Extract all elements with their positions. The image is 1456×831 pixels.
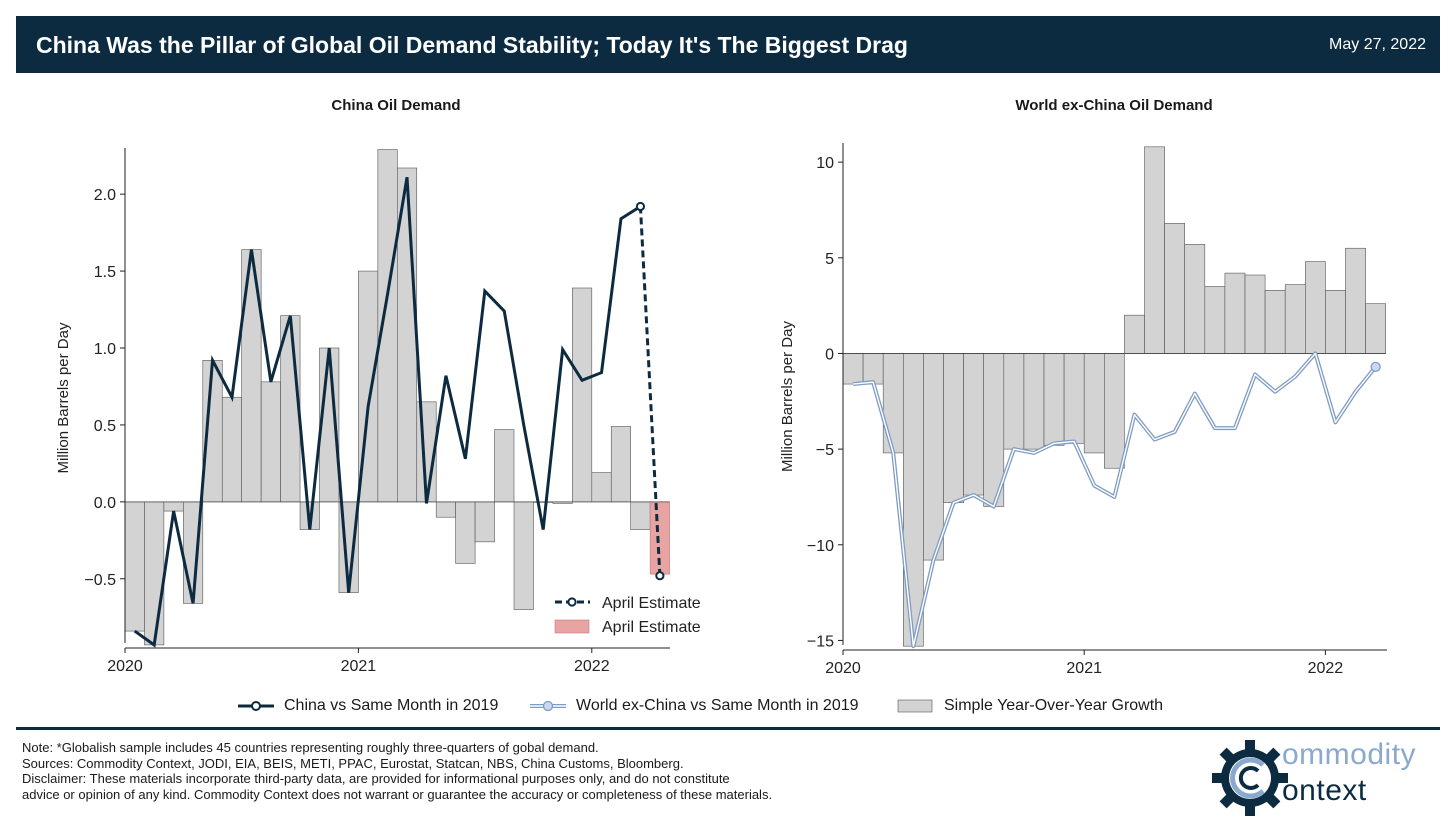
- world-chart: −15 −10 −5 0 5 10 2020 2021 2022 Million Barrels …: [779, 143, 1387, 677]
- yoy-bar: [842, 353, 864, 385]
- y-tick-label: 0: [825, 346, 834, 363]
- y-tick-label: −5: [816, 442, 834, 459]
- yoy-bar: [1365, 303, 1386, 354]
- bottom-legend: China vs Same Month in 2019 World ex-Chi…: [0, 693, 1456, 719]
- yoy-bar: [630, 501, 651, 530]
- yoy-bar: [1204, 286, 1226, 354]
- yoy-bar: [862, 353, 884, 385]
- x-tick-label: 2021: [1066, 660, 1102, 677]
- yoy-bar: [1023, 353, 1045, 450]
- footer-divider: [16, 727, 1440, 730]
- line-marker: [1370, 361, 1381, 372]
- line-marker: [635, 201, 646, 212]
- disclaimer-line-2: advice or opinion of any kind. Commodity…: [22, 786, 773, 802]
- note-line: Note: *Globalish sample includes 45 coun…: [22, 740, 599, 755]
- china-line-legend-icon: [238, 701, 274, 711]
- yoy-bar: [260, 381, 281, 503]
- yoy-bar: [455, 501, 476, 564]
- yoy-bar: [1264, 290, 1286, 354]
- legend-item-bars: Simple Year-Over-Year Growth: [896, 693, 1163, 719]
- yoy-bar: [1164, 223, 1185, 354]
- china-chart: −0.5 0.0 0.5 1.0 1.5 2.0 2020 2021 2022 Million B…: [55, 148, 701, 675]
- y-tick-label: 0.0: [94, 495, 116, 512]
- x-tick-label: 2022: [1308, 660, 1344, 677]
- yoy-bar: [1244, 274, 1266, 354]
- yoy-bar: [144, 501, 165, 646]
- yoy-bar: [1325, 290, 1346, 354]
- page-title: China Was the Pillar of Global Oil Deman…: [36, 32, 908, 58]
- china-chart-title: China Oil Demand: [331, 97, 461, 114]
- legend-label-bars: Simple Year-Over-Year Growth: [944, 697, 1164, 714]
- yoy-bar: [435, 501, 456, 518]
- inset-legend-bar-icon: [554, 619, 590, 634]
- yoy-bar: [963, 353, 984, 496]
- x-tick-label: 2020: [825, 660, 861, 677]
- legend-item-china: China vs Same Month in 2019: [236, 693, 498, 719]
- logo-text-top: ommodity: [1282, 738, 1417, 771]
- line-marker: [655, 571, 665, 581]
- legend-label-world: World ex-China vs Same Month in 2019: [576, 697, 859, 714]
- charts-canvas: −0.5 0.0 0.5 1.0 1.5 2.0 2020 2021 2022 Million B…: [55, 143, 1387, 677]
- yoy-bar: [1104, 353, 1125, 469]
- y-tick-label: 5: [825, 251, 834, 268]
- yoy-bar: [474, 501, 495, 543]
- y-tick-label: 2.0: [94, 187, 116, 204]
- y-tick-label: 1.0: [94, 341, 116, 358]
- logo-text-bottom: ontext: [1282, 774, 1367, 807]
- yoy-bar: [923, 353, 944, 561]
- yoy-bar: [902, 353, 924, 647]
- x-tick-label: 2021: [341, 658, 377, 675]
- yoy-bar: [943, 353, 964, 503]
- bars-legend-icon: [897, 699, 933, 713]
- commodity-context-logo: ommodity ontext: [1212, 736, 1442, 818]
- y-tick-label: 0.5: [94, 418, 116, 435]
- gear-icon: [1212, 740, 1288, 816]
- y-axis-label: Million Barrels per Day: [55, 322, 72, 473]
- inset-legend-label: April Estimate: [602, 595, 701, 612]
- y-tick-label: −15: [807, 633, 834, 650]
- yoy-bar: [882, 353, 904, 454]
- april-estimate-dashed-line: [638, 206, 662, 576]
- yoy-bar: [1124, 314, 1145, 354]
- yoy-bar: [1284, 284, 1306, 354]
- inset-legend-label: April Estimate: [602, 619, 701, 636]
- y-tick-label: 10: [816, 155, 834, 172]
- yoy-bar: [513, 501, 534, 610]
- yoy-bar: [1144, 146, 1165, 354]
- yoy-bar: [221, 396, 243, 503]
- yoy-bar: [1305, 261, 1326, 354]
- yoy-bar: [610, 426, 632, 503]
- yoy-bar: [1043, 353, 1065, 446]
- yoy-bar: [163, 501, 184, 512]
- x-tick-label: 2020: [107, 658, 143, 675]
- report-date: May 27, 2022: [1329, 36, 1426, 53]
- x-tick-label: 2022: [574, 658, 610, 675]
- y-tick-label: 1.5: [94, 264, 116, 281]
- yoy-bar: [1083, 353, 1105, 454]
- world-chart-title: World ex-China Oil Demand: [1015, 97, 1213, 114]
- legend-item-world: World ex-China vs Same Month in 2019: [528, 693, 859, 719]
- yoy-bar: [1184, 244, 1206, 354]
- yoy-bar: [124, 501, 145, 632]
- sources-line: Sources: Commodity Context, JODI, EIA, B…: [22, 755, 684, 771]
- yoy-bar: [1224, 272, 1246, 354]
- footer-notes: Note: *Globalish sample includes 45 coun…: [22, 740, 1022, 802]
- header-banner: China Was the Pillar of Global Oil Deman…: [16, 16, 1440, 73]
- yoy-bar: [494, 429, 515, 503]
- world-line-legend-icon: [530, 700, 566, 712]
- yoy-bar: [591, 472, 612, 503]
- y-axis-label: Million Barrels per Day: [779, 321, 796, 472]
- yoy-bar: [1345, 247, 1366, 354]
- china-vs-2019-line: [133, 176, 642, 648]
- y-tick-label: −10: [807, 538, 834, 555]
- yoy-bar: [1003, 353, 1025, 450]
- legend-label-china: China vs Same Month in 2019: [284, 697, 499, 714]
- yoy-bar: [1063, 353, 1085, 444]
- disclaimer-line-1: Disclaimer: These materials incorporate …: [22, 771, 730, 786]
- inset-legend-marker-icon: [567, 597, 577, 607]
- world-vs-2019-line: [852, 352, 1377, 647]
- y-tick-label: −0.5: [84, 572, 116, 589]
- yoy-bar: [572, 287, 593, 503]
